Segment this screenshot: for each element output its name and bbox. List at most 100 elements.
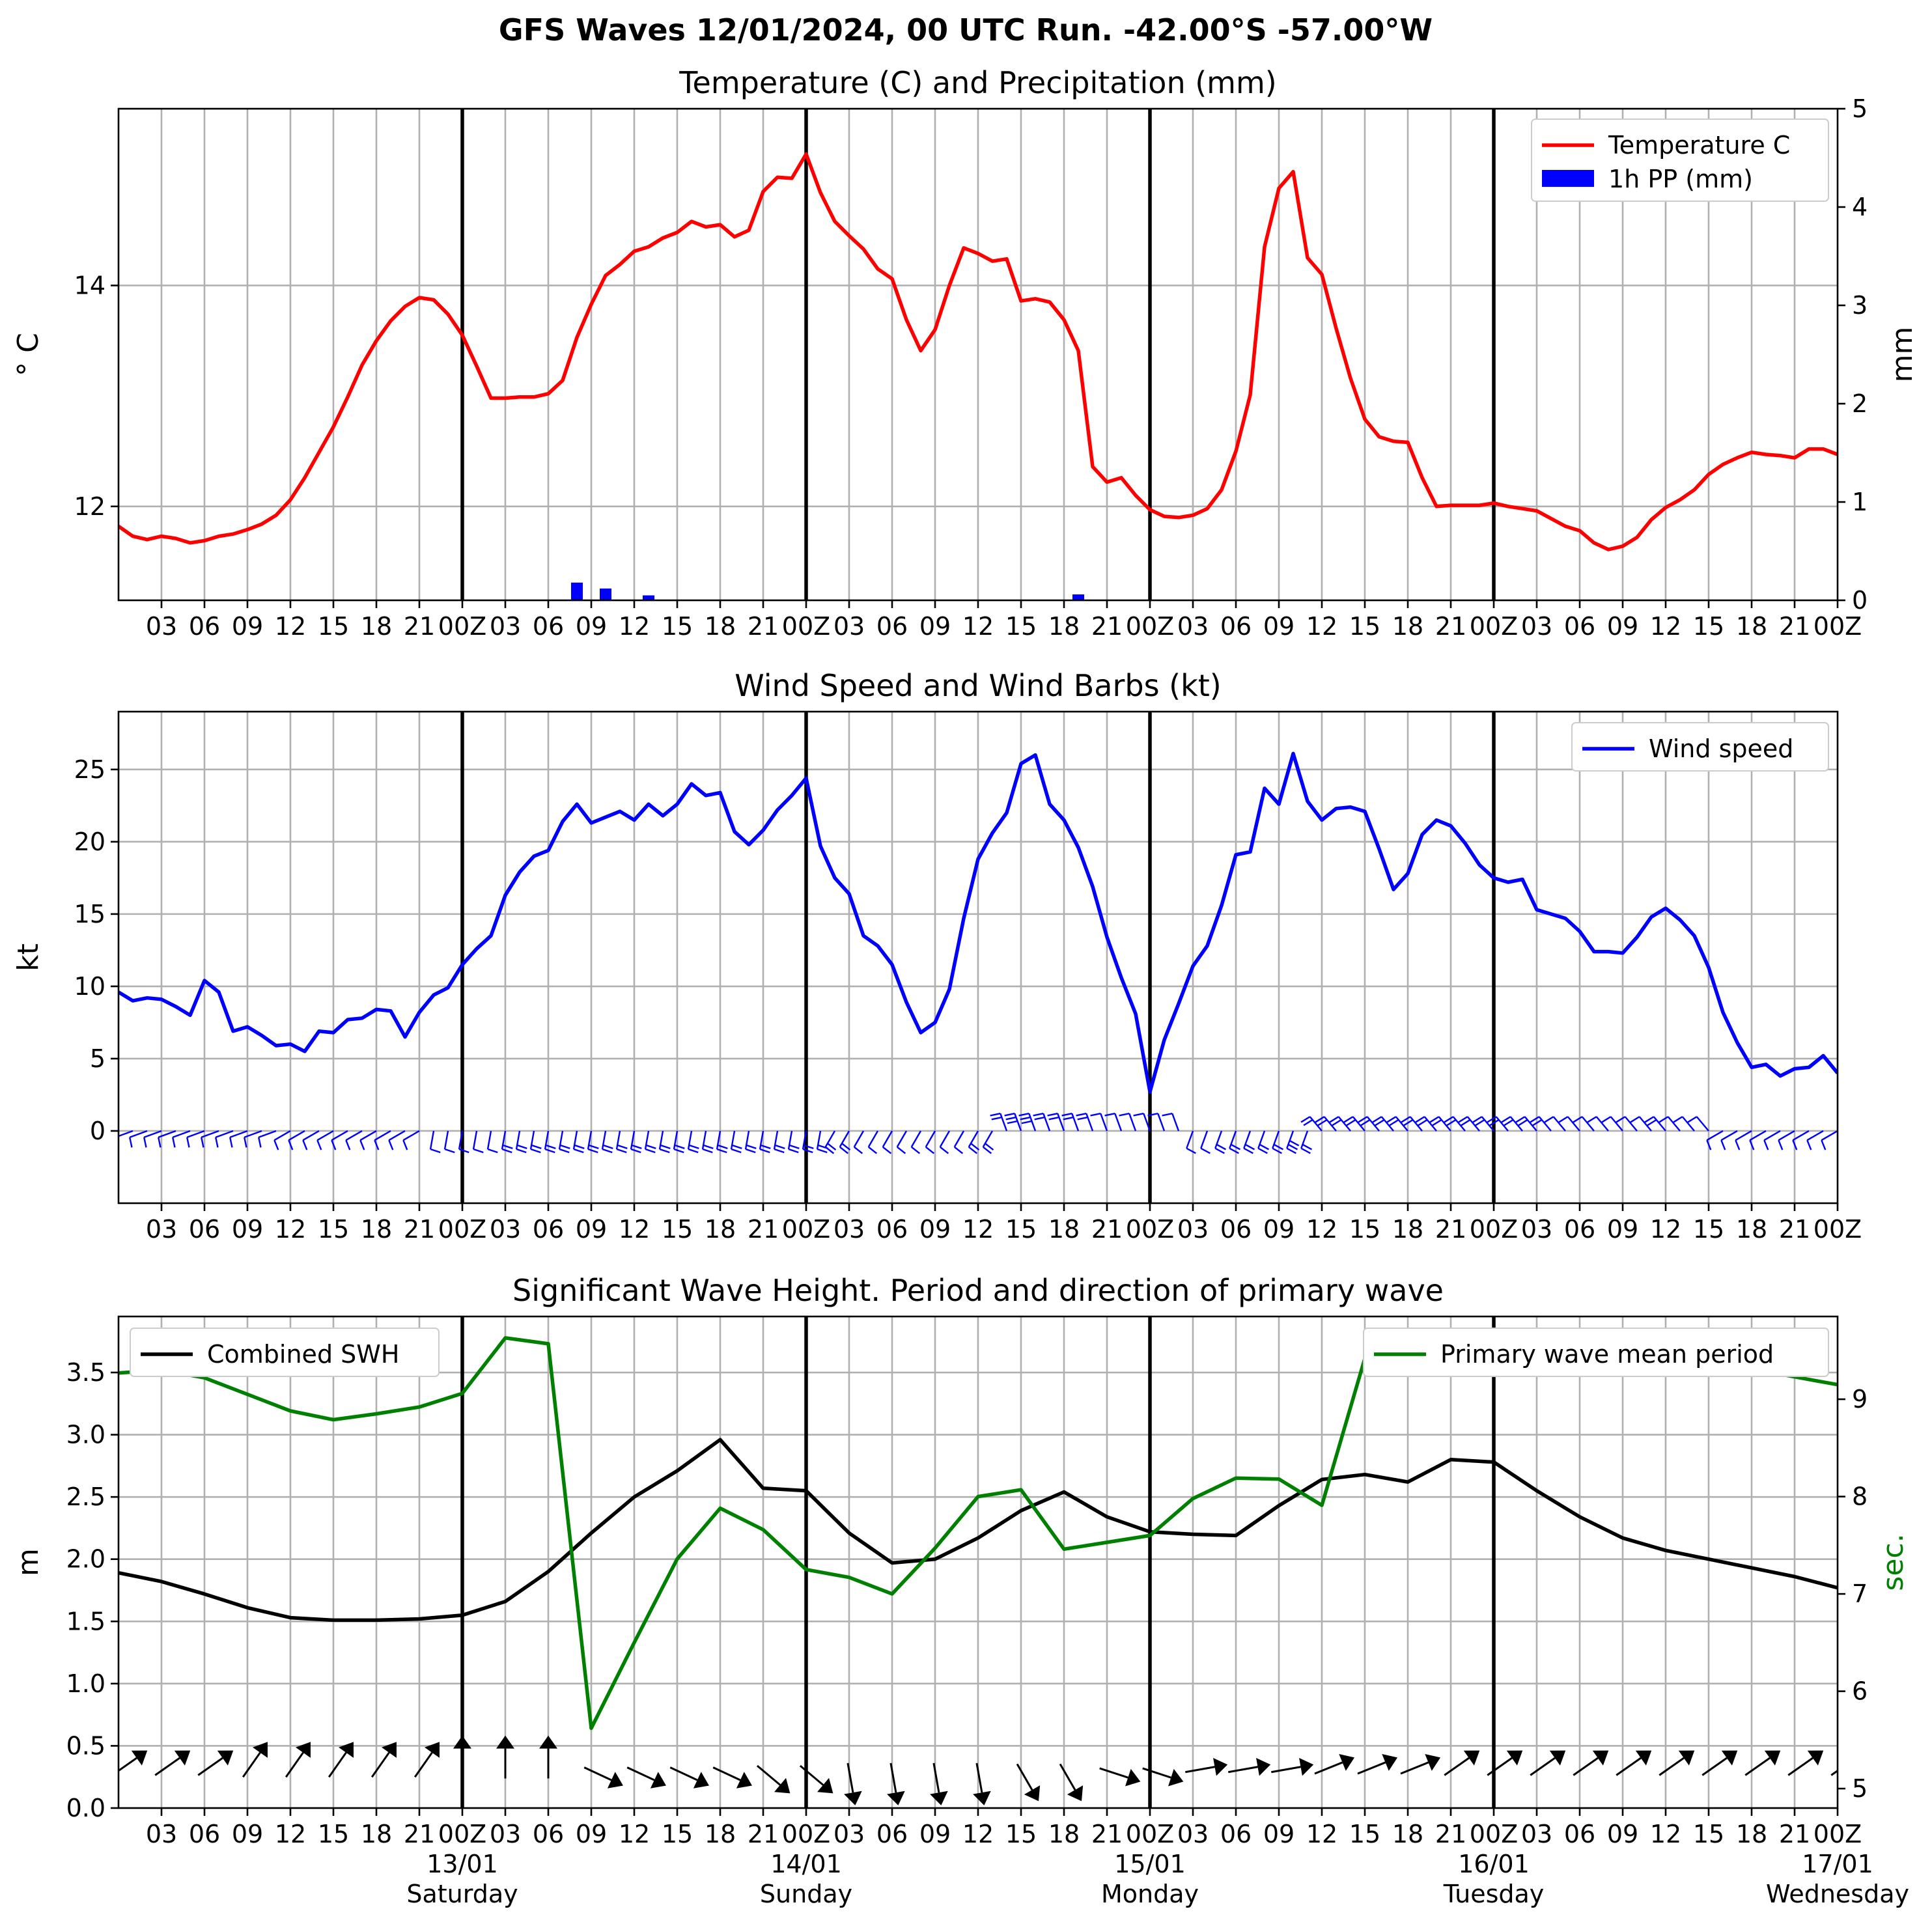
x-tick-label: 18: [1392, 1215, 1423, 1244]
wave-direction-arrow-shaft: [756, 1764, 781, 1786]
y-axis-label: ° C: [12, 333, 45, 376]
x-tick-label: 21: [1435, 1215, 1466, 1244]
wind-barb-feather: [774, 1148, 785, 1154]
x-tick-label: 06: [533, 612, 564, 641]
x-tick-label: 15: [318, 1820, 349, 1848]
wind-barb-staff: [644, 1130, 650, 1150]
wind-barb-feather: [458, 1148, 469, 1154]
wind-barb-feather: [1300, 1147, 1311, 1154]
y-right-tick-label: 2: [1852, 389, 1868, 418]
wind-barb-staff: [658, 1130, 664, 1150]
x-tick-label: 00Z: [1126, 612, 1174, 641]
x-tick-label: 09: [919, 1215, 951, 1244]
panel-title: Significant Wave Height. Period and dire…: [512, 1273, 1444, 1308]
wave-direction-arrow-head: [1764, 1750, 1781, 1766]
wave-direction-arrow-shaft: [197, 1757, 223, 1776]
x-tick-label: 15: [1693, 612, 1724, 641]
x-tick-label: 09: [576, 1820, 607, 1848]
wind-barb-feather: [1532, 1119, 1543, 1126]
x-tick-label: 00Z: [1813, 1820, 1862, 1848]
wind-barb-staff: [345, 1130, 363, 1141]
wave-direction-arrow-head: [1125, 1768, 1141, 1787]
y-tick-label: 3.0: [66, 1421, 105, 1449]
wind-barb-staff: [119, 1130, 133, 1137]
wind-barb-staff: [1128, 1113, 1137, 1132]
series-line-temperature-c: [119, 152, 1838, 551]
panel-2: Wind Speed and Wind Barbs (kt) 0 5 10 15 20 25…: [12, 668, 1862, 1244]
wind-barb-feather: [1048, 1116, 1059, 1121]
x-tick-label: 03: [833, 612, 865, 641]
wind-barb-feather: [374, 1139, 380, 1150]
y-tick-label: 10: [74, 972, 105, 1001]
wave-direction-arrow-head: [1213, 1757, 1228, 1776]
wind-barb-staff: [1438, 1116, 1451, 1132]
wind-barb-feather: [1018, 1113, 1029, 1117]
x-tick-label: 03: [1521, 612, 1552, 641]
wind-barb-feather: [868, 1146, 878, 1154]
wind-barb-staff: [374, 1130, 391, 1141]
x-tick-label: 00Z: [1470, 1215, 1518, 1244]
wind-barb-feather: [302, 1139, 308, 1150]
wave-direction-arrow-shaft: [1744, 1757, 1771, 1776]
x-tick-label: 21: [748, 1215, 779, 1244]
x-tick-label: 03: [490, 1215, 521, 1244]
wind-barb-feather: [1004, 1113, 1015, 1117]
wave-direction-arrow-head: [693, 1772, 709, 1789]
wind-barb-feather: [774, 1144, 785, 1149]
x-tick-label: 12: [1306, 1215, 1337, 1244]
plot-area: [119, 1336, 1838, 1805]
y-right-tick-label: 5: [1852, 1774, 1868, 1803]
wind-barb-feather: [473, 1148, 484, 1154]
x-tick-label: 09: [1263, 1820, 1295, 1848]
legend-swatch-bar: [1542, 170, 1594, 187]
x-date-label: 13/01: [427, 1850, 498, 1878]
legend-label: Temperature C: [1608, 131, 1790, 160]
wave-direction-arrow-head: [1168, 1768, 1184, 1787]
wind-barb-feather: [854, 1146, 863, 1154]
wind-barb-staff: [1171, 1113, 1180, 1132]
wave-direction-arrow-head: [174, 1750, 191, 1766]
wind-barb-feather: [430, 1148, 441, 1154]
wind-barb-staff: [1638, 1116, 1652, 1132]
x-tick-label: 18: [1048, 1820, 1080, 1848]
x-tick-label: 18: [705, 1215, 736, 1244]
wind-barb-feather: [502, 1144, 513, 1149]
x-date-label: 17/01: [1802, 1850, 1873, 1878]
x-tick-label: 09: [1607, 1215, 1638, 1244]
x-tick-label: 12: [1306, 612, 1337, 641]
wave-direction-arrow-shaft: [1099, 1767, 1128, 1779]
wind-barb-feather: [839, 1146, 849, 1154]
wind-barb-feather: [1090, 1113, 1101, 1117]
wind-barb-feather: [1792, 1139, 1798, 1150]
wind-barb-feather: [1504, 1119, 1514, 1126]
wind-barb-feather: [1119, 1113, 1130, 1117]
wind-barb-feather: [659, 1148, 670, 1154]
wind-barb-staff: [824, 1130, 836, 1148]
wind-barb-feather: [444, 1148, 455, 1154]
x-tick-label: 06: [876, 1215, 908, 1244]
wind-barb-feather: [1644, 1116, 1655, 1123]
x-tick-label: 21: [748, 1820, 779, 1848]
wind-barb-feather: [1329, 1116, 1339, 1123]
x-tick-label: 21: [1435, 1820, 1466, 1848]
x-tick-label: 21: [404, 1215, 435, 1244]
wave-direction-arrow-shaft: [889, 1762, 897, 1793]
wave-direction-arrow-head: [339, 1742, 354, 1758]
wind-barb-staff: [1524, 1116, 1537, 1132]
x-tick-label: 21: [748, 612, 779, 641]
x-weekday-label: Wednesday: [1766, 1880, 1909, 1908]
wind-barb-staff: [316, 1130, 334, 1141]
wind-barb-feather: [588, 1144, 599, 1149]
wind-barb-staff: [1085, 1113, 1094, 1132]
wave-direction-arrow-head: [817, 1777, 833, 1794]
x-tick-label: 09: [576, 1215, 607, 1244]
legend-label: Combined SWH: [207, 1340, 399, 1369]
wind-barb-staff: [1624, 1116, 1638, 1132]
wind-barb-feather: [1289, 1139, 1300, 1147]
x-tick-label: 18: [1048, 612, 1080, 641]
x-tick-label: 03: [146, 612, 177, 641]
wind-barb-feather: [402, 1139, 408, 1150]
wind-barb-feather: [1257, 1147, 1268, 1154]
